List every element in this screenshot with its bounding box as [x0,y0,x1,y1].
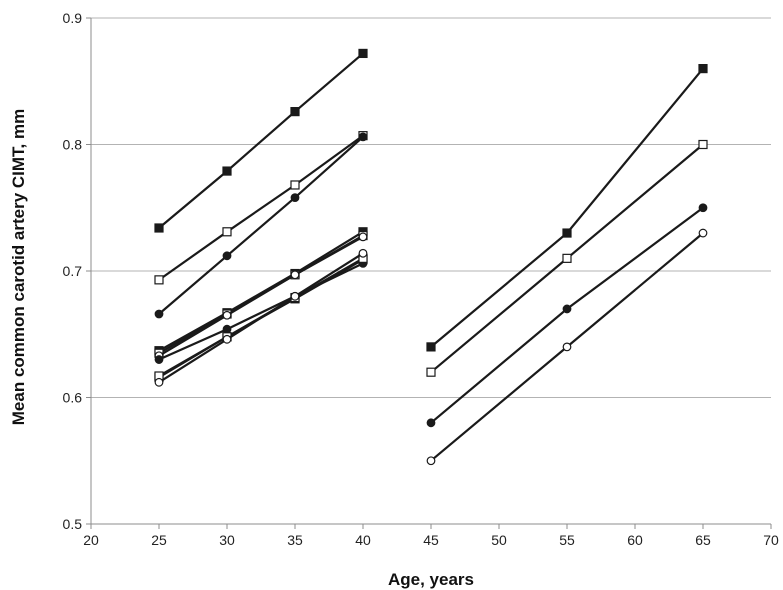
series-line [158,52,364,229]
series-10 [426,63,708,352]
y-axis-ticks: 0.5 0.6 0.7 0.8 0.9 [63,10,91,532]
series-line [158,252,364,384]
y-tick-label: 0.6 [63,390,83,406]
x-tick-label: 45 [423,532,439,548]
data-point-circle [154,377,164,387]
x-tick-label: 60 [627,532,643,548]
series-line [158,235,364,357]
series-line [158,134,364,281]
data-point-circle [426,418,436,428]
series-9 [154,248,368,387]
series-11 [426,139,708,377]
y-axis-title: Mean common carotid artery CIMT, mm [9,109,28,425]
data-point-square [154,275,164,285]
data-point-circle [154,355,164,364]
x-tick-label: 65 [695,532,711,548]
series-12 [426,203,708,428]
x-tick-label: 20 [83,532,99,548]
x-tick-label: 55 [559,532,575,548]
series-13 [426,228,708,466]
data-point-square [290,107,300,117]
data-point-circle [222,334,232,344]
series-1 [154,131,368,285]
x-tick-label: 35 [287,532,303,548]
series-line [158,136,364,315]
x-axis-ticks: 20 25 30 35 40 45 50 55 60 65 70 [83,524,779,548]
x-tick-label: 40 [355,532,371,548]
data-point-circle [358,132,368,142]
data-point-square [562,253,572,263]
x-tick-label: 25 [151,532,167,548]
x-tick-label: 30 [219,532,235,548]
x-axis-title: Age, years [388,570,474,589]
series-2 [154,132,368,319]
y-tick-label: 0.5 [63,516,83,532]
data-point-circle [290,291,300,301]
data-point-circle [698,228,708,238]
x-tick-label: 50 [491,532,507,548]
data-point-square [358,48,368,59]
data-point-square [426,342,436,352]
data-point-square [698,63,708,74]
data-point-square [562,228,572,238]
data-point-square [154,223,164,233]
y-tick-label: 0.8 [63,137,83,153]
data-point-circle [290,193,300,203]
gridlines [91,17,771,398]
data-point-circle [698,203,708,213]
data-point-circle [562,304,572,314]
data-point-square [222,166,232,176]
data-point-circle [222,251,232,261]
series-0 [154,48,368,233]
data-point-square [698,139,708,150]
data-point-circle [154,309,164,319]
data-point-circle [426,456,436,466]
x-tick-label: 70 [763,532,779,548]
y-tick-label: 0.7 [63,263,83,279]
plot-area [154,48,708,466]
data-point-circle [358,248,368,258]
data-point-circle [222,310,232,320]
data-point-circle [562,342,572,352]
y-tick-label: 0.9 [63,10,83,26]
series-line [430,206,704,424]
data-point-square [426,367,436,377]
data-point-circle [290,270,300,280]
series-line [158,230,364,352]
data-point-circle [222,324,232,334]
data-point-square [290,180,300,190]
series-5 [154,232,368,361]
data-point-circle [358,232,368,242]
data-point-square [222,227,232,237]
